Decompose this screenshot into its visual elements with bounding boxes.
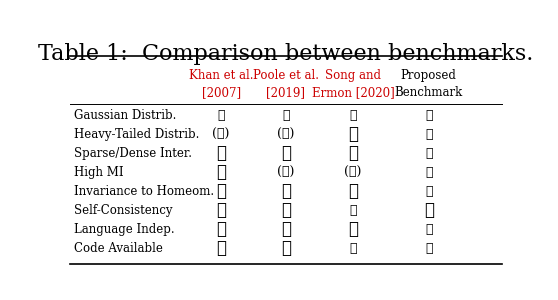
Text: Self-Consistency: Self-Consistency xyxy=(74,204,172,217)
Text: ✗: ✗ xyxy=(281,145,291,162)
Text: Khan et al.: Khan et al. xyxy=(189,69,253,82)
Text: ✓: ✓ xyxy=(425,147,432,160)
Text: ✗: ✗ xyxy=(216,240,226,257)
Text: (✓): (✓) xyxy=(277,166,295,179)
Text: ✗: ✗ xyxy=(216,164,226,181)
Text: (✓): (✓) xyxy=(277,128,295,141)
Text: ✗: ✗ xyxy=(348,183,358,200)
Text: (✓): (✓) xyxy=(344,166,362,179)
Text: Proposed: Proposed xyxy=(401,69,456,82)
Text: ✗: ✗ xyxy=(216,221,226,238)
Text: ✗: ✗ xyxy=(216,183,226,200)
Text: ✓: ✓ xyxy=(425,166,432,179)
Text: ✓: ✓ xyxy=(349,109,357,122)
Text: ✓: ✓ xyxy=(425,223,432,236)
Text: ✗: ✗ xyxy=(216,202,226,219)
Text: Invariance to Homeom.: Invariance to Homeom. xyxy=(74,185,214,198)
Text: ✗: ✗ xyxy=(424,202,434,219)
Text: [2019]: [2019] xyxy=(267,86,305,99)
Text: ✗: ✗ xyxy=(348,221,358,238)
Text: Benchmark: Benchmark xyxy=(395,86,463,99)
Text: ✗: ✗ xyxy=(216,145,226,162)
Text: High MI: High MI xyxy=(74,166,124,179)
Text: Sparse/Dense Inter.: Sparse/Dense Inter. xyxy=(74,147,192,160)
Text: ✗: ✗ xyxy=(281,183,291,200)
Text: Gaussian Distrib.: Gaussian Distrib. xyxy=(74,109,176,122)
Text: Language Indep.: Language Indep. xyxy=(74,223,175,236)
Text: Code Available: Code Available xyxy=(74,242,163,255)
Text: ✗: ✗ xyxy=(281,240,291,257)
Text: ✗: ✗ xyxy=(348,126,358,143)
Text: ✓: ✓ xyxy=(349,242,357,255)
Text: ✗: ✗ xyxy=(281,202,291,219)
Text: ✓: ✓ xyxy=(425,128,432,141)
Text: ✓: ✓ xyxy=(218,109,225,122)
Text: ✓: ✓ xyxy=(425,109,432,122)
Text: Song and: Song and xyxy=(325,69,381,82)
Text: ✓: ✓ xyxy=(282,109,290,122)
Text: [2007]: [2007] xyxy=(201,86,240,99)
Text: ✓: ✓ xyxy=(425,242,432,255)
Text: ✗: ✗ xyxy=(281,221,291,238)
Text: Table 1:  Comparison between benchmarks.: Table 1: Comparison between benchmarks. xyxy=(39,43,533,65)
Text: ✓: ✓ xyxy=(349,204,357,217)
Text: Ermon [2020]: Ermon [2020] xyxy=(311,86,395,99)
Text: ✓: ✓ xyxy=(425,185,432,198)
Text: ✗: ✗ xyxy=(348,145,358,162)
Text: Poole et al.: Poole et al. xyxy=(253,69,319,82)
Text: (✓): (✓) xyxy=(213,128,230,141)
Text: Heavy-Tailed Distrib.: Heavy-Tailed Distrib. xyxy=(74,128,199,141)
